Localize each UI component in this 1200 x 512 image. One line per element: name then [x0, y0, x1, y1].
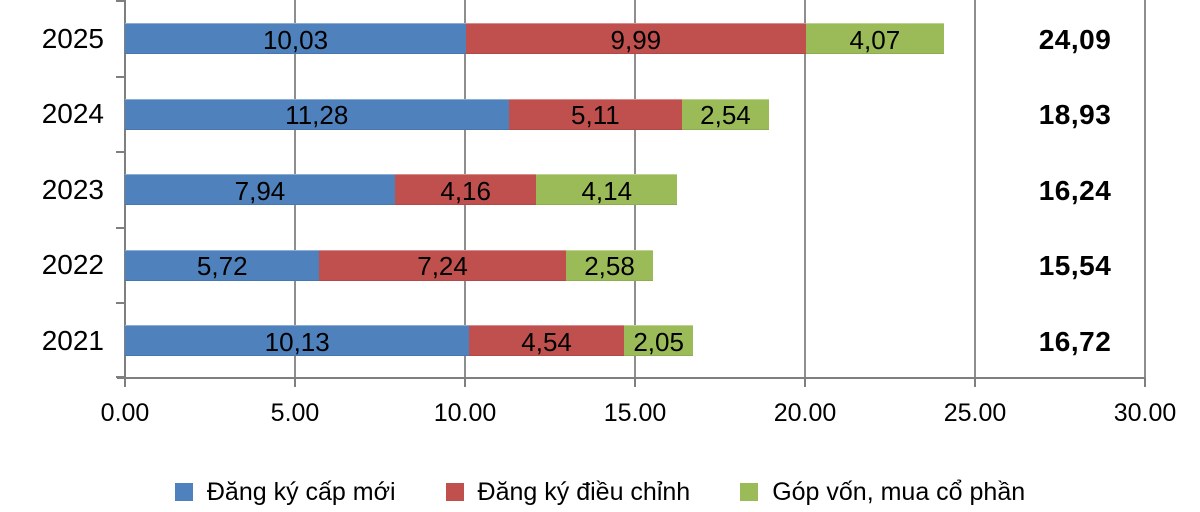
bar-segment: [682, 98, 769, 130]
x-axis-tick: [974, 378, 976, 387]
category-label: 2022: [41, 249, 104, 281]
x-axis-tick-label: 10.00: [433, 399, 497, 427]
legend-swatch-icon: [740, 483, 759, 501]
bar-segment: [805, 23, 945, 54]
x-axis-tick: [634, 378, 636, 387]
x-axis-tick-label: 25.00: [943, 399, 1007, 427]
x-axis-tick-label: 30.00: [1113, 399, 1177, 427]
bar-value-label: 4,14: [581, 175, 633, 206]
bar-segment: [125, 174, 395, 206]
row-total-label: 16,72: [1038, 325, 1112, 357]
legend-item: Đăng ký điều chỉnh: [445, 478, 691, 506]
bar-segment: [469, 325, 624, 357]
x-axis-tick: [294, 378, 296, 387]
bar-segment: [394, 174, 537, 206]
legend-item: Góp vốn, mua cổ phần: [740, 478, 1025, 506]
x-axis-tick: [804, 378, 806, 387]
category-label: 2025: [41, 22, 104, 54]
x-axis-tick: [124, 378, 126, 387]
bar-value-label: 2,54: [700, 100, 751, 131]
y-axis-tick: [116, 0, 125, 2]
legend-label: Đăng ký điều chỉnh: [477, 478, 691, 506]
x-axis-tick-label: 5.00: [270, 399, 320, 427]
bar-segment: [125, 23, 467, 54]
bar-value-label: 5,72: [196, 251, 248, 282]
x-axis-tick: [464, 378, 466, 387]
bar-value-label: 5,11: [571, 100, 620, 131]
bar-value-label: 4,07: [849, 24, 901, 55]
bar-value-label: 11,28: [285, 100, 349, 131]
bar-value-label: 7,24: [417, 251, 468, 282]
legend-label: Đăng ký cấp mới: [206, 478, 396, 506]
x-axis-line: [117, 377, 1145, 379]
gridline: [1144, 0, 1146, 378]
x-axis-tick-label: 0.00: [100, 399, 150, 427]
bar-segment: [125, 325, 470, 357]
x-axis-tick-label: 20.00: [773, 399, 837, 427]
category-label: 2023: [41, 173, 104, 205]
bar-value-label: 2,05: [633, 326, 684, 357]
bar-value-label: 10,03: [262, 24, 329, 55]
plot-area: 2025 10,03 9,99 4,07 24,09 2024 11,28 5,11 2,54 1…: [41, 0, 1146, 387]
y-axis-tick: [116, 226, 125, 229]
gridline: [974, 0, 976, 378]
y-axis-tick: [116, 75, 125, 78]
row-total-label: 24,09: [1038, 23, 1112, 55]
bar-segment: [319, 249, 566, 281]
legend-swatch-icon: [445, 483, 464, 501]
y-axis-tick: [116, 376, 125, 378]
x-axis-tick-label: 15.00: [603, 399, 667, 427]
row-total-label: 18,93: [1038, 99, 1112, 131]
legend-label: Góp vốn, mua cổ phần: [772, 478, 1026, 506]
bar-segment: [125, 98, 509, 130]
bar-value-label: 4,16: [440, 175, 491, 206]
row-total-label: 16,24: [1038, 174, 1112, 206]
legend-item: Đăng ký cấp mới: [174, 478, 396, 506]
legend-swatch-icon: [174, 483, 193, 501]
x-axis-tick: [1144, 378, 1146, 387]
gridline: [804, 0, 806, 378]
bar-segment: [536, 174, 678, 206]
bar-value-label: 4,54: [521, 326, 572, 357]
category-label: 2024: [41, 98, 104, 130]
bar-value-label: 7,94: [234, 175, 286, 206]
bar-segment: [125, 249, 320, 281]
bar-segment: [623, 325, 694, 357]
bar-value-label: 2,58: [584, 251, 635, 282]
legend: Đăng ký cấp mới Đăng ký điều chỉnh Góp vốn…: [0, 474, 1200, 510]
bar-segment: [565, 249, 654, 281]
category-label: 2021: [41, 324, 104, 356]
bar-value-label: 10,13: [264, 326, 330, 357]
y-axis-tick: [116, 151, 125, 154]
bar-segment: [508, 98, 683, 130]
row-total-label: 15,54: [1038, 250, 1112, 282]
bar-segment: [466, 23, 806, 54]
bar-value-label: 9,99: [610, 24, 662, 55]
y-axis-tick: [116, 302, 125, 305]
